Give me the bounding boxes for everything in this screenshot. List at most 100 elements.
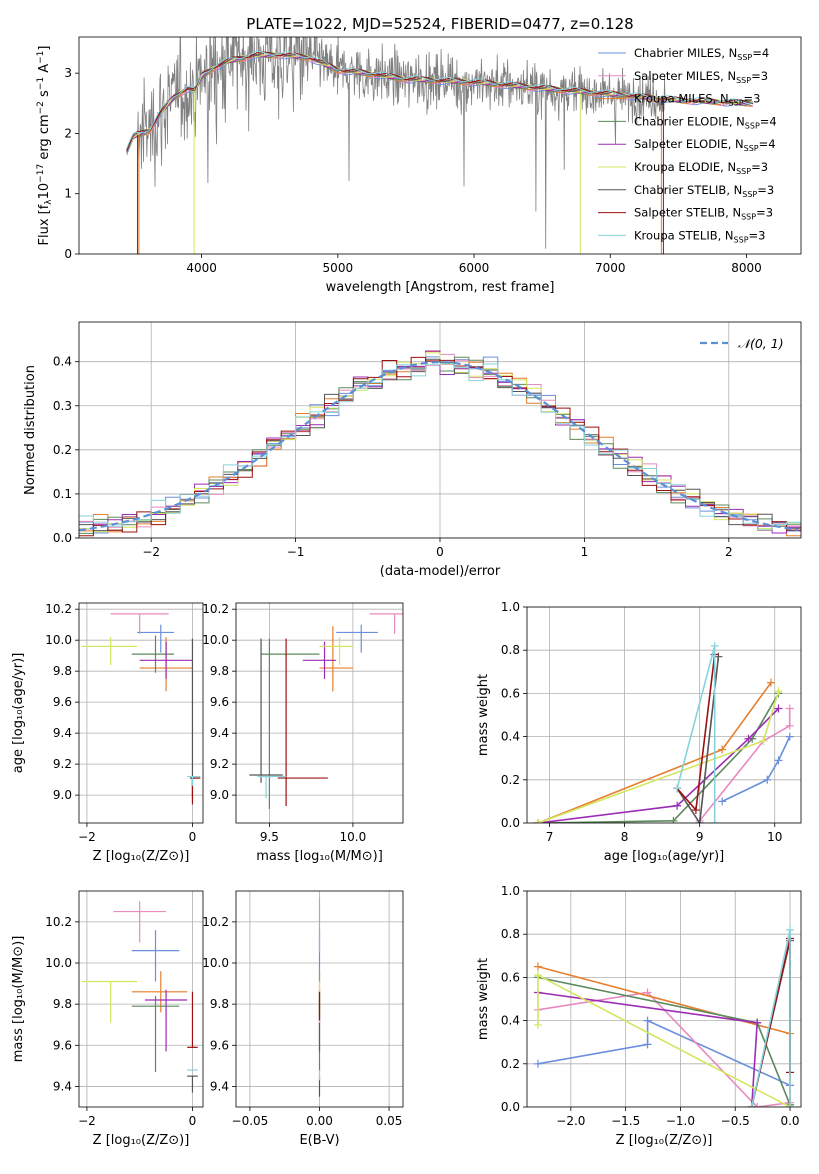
weight-marker — [533, 1020, 542, 1029]
errorbar-chabrier-miles — [137, 624, 174, 653]
y-tick-label: 10.0 — [45, 956, 72, 970]
weight-series-kroupa-elodie — [534, 687, 783, 823]
plot-area-mass_vs_Z — [79, 891, 203, 1107]
y-tick-label: 0.2 — [501, 773, 520, 787]
x-tick-label: 1 — [581, 545, 589, 559]
x-tick-label: 9 — [696, 830, 704, 844]
errorbar-kroupa-stelib — [187, 775, 201, 786]
model-spectrum-salpeter-miles — [126, 54, 753, 154]
weight-marker — [533, 1059, 542, 1068]
legend-entry: Chabrier MILES, NSSP=4 — [634, 46, 769, 62]
errorbar-salpeter-stelib — [277, 638, 328, 806]
errorbar-kroupa-elodie — [81, 980, 138, 1023]
weight-marker — [718, 745, 727, 754]
frame-residuals: −2 −1 0 1 2 0.0 0.1 0.2 0.3 0.4 (data-model)/error… — [23, 321, 802, 579]
hist-kroupa-stelib — [79, 363, 801, 531]
weight-marker — [695, 819, 704, 823]
weight-line — [721, 736, 791, 803]
weight-series-salpeter-stelib — [673, 650, 719, 815]
errorbar-chabrier-elodie — [131, 995, 180, 1073]
y-axis-label: Normed distribution — [23, 365, 38, 495]
y-tick-label: 10.2 — [45, 602, 72, 616]
plot-area-age_vs_Z — [79, 603, 203, 823]
frame-age_vs_Z: −2 0 9.0 9.2 9.4 9.6 9.8 10.0 10.2 Z [log₁₀(Z/Z⊙)… — [11, 602, 204, 864]
y-tick-label: 3 — [64, 66, 72, 80]
y-tick-label: 9.0 — [53, 788, 72, 802]
errorbar-kroupa-elodie — [319, 637, 353, 665]
model-spectrum-salpeter-elodie — [126, 52, 753, 152]
errorbar-kroupa-miles — [131, 971, 188, 1013]
weight-marker — [718, 797, 727, 806]
weight-marker — [673, 784, 682, 793]
plot-area-weight_vs_Z — [527, 891, 801, 1107]
axes-frame — [78, 890, 204, 1108]
plot-area-mass_vs_EBV — [236, 891, 403, 1107]
errorbar-chabrier-stelib — [187, 1075, 198, 1093]
weight-line — [537, 1019, 791, 1087]
frame-mass_vs_EBV: −0.05 0.00 0.05 9.4 9.6 9.8 10.0 10.2 E(B-V) — [202, 890, 404, 1148]
errorbar-salpeter-miles — [113, 901, 167, 943]
y-tick-label: 0.0 — [501, 1100, 520, 1114]
figure-title: PLATE=1022, MJD=52524, FIBERID=0477, z=0… — [246, 15, 633, 33]
errorbar-salpeter-elodie — [139, 641, 193, 679]
axes-residuals: −2 −1 0 1 2 0.0 0.1 0.2 0.3 0.4 (data-model)/error… — [23, 321, 802, 579]
errorbar-chabrier-miles — [336, 624, 378, 653]
errorbar-chabrier-stelib — [249, 638, 283, 783]
errorbar-chabrier-elodie — [261, 638, 320, 810]
x-axis-label: Z [log₁₀(Z/Z⊙)] — [93, 849, 190, 864]
y-axis-label: age [log₁₀(age/yr)] — [11, 653, 26, 774]
weight-marker — [786, 1103, 795, 1107]
weight-marker — [759, 736, 768, 745]
plot-area-weight_vs_age — [527, 607, 801, 823]
x-tick-label: 0 — [189, 1114, 197, 1128]
x-tick-label: 6000 — [459, 261, 490, 275]
y-tick-label: 9.4 — [53, 726, 72, 740]
weight-marker — [673, 801, 682, 810]
x-tick-label: 10.0 — [340, 830, 367, 844]
x-tick-label: 10 — [767, 830, 782, 844]
y-tick-label: 0.0 — [501, 816, 520, 830]
x-tick-label: −1 — [287, 545, 305, 559]
weight-line — [538, 682, 772, 823]
axes-frame — [235, 890, 404, 1108]
legend-entry: Kroupa ELODIE, NSSP=3 — [634, 160, 768, 176]
axes-mass_vs_EBV: −0.05 0.00 0.05 9.4 9.6 9.8 10.0 10.2 E(B-V) — [202, 890, 404, 1148]
weight-line — [676, 654, 716, 812]
weight-line — [537, 965, 791, 1105]
weight-marker — [669, 816, 678, 823]
frame-mass_vs_Z: −2 0 9.4 9.6 9.8 10.0 10.2 Z [log₁₀(Z/Z⊙)] mass … — [11, 890, 204, 1148]
axes-frame — [526, 890, 802, 1108]
x-tick-label: 0.05 — [376, 1114, 403, 1128]
y-tick-label: 9.4 — [210, 726, 229, 740]
y-tick-label: 0.2 — [501, 1057, 520, 1071]
weight-marker — [786, 925, 795, 934]
x-tick-label: 9.5 — [260, 830, 279, 844]
weight-line — [699, 708, 791, 822]
x-tick-label: 0.0 — [780, 1114, 799, 1128]
weight-series-chabrier-miles — [718, 732, 794, 806]
axes-frame — [78, 602, 204, 824]
weight-line — [538, 707, 780, 823]
x-tick-label: 0.00 — [306, 1114, 333, 1128]
y-tick-label: 9.4 — [53, 1079, 72, 1093]
y-tick-label: 10.2 — [45, 915, 72, 929]
y-axis-label: Flux [fλ10−17 erg cm−2 s−1 A−1] — [36, 46, 54, 246]
y-tick-label: 10.2 — [202, 602, 229, 616]
y-tick-label: 9.6 — [210, 695, 229, 709]
x-axis-label: Z [log₁₀(Z/Z⊙)] — [93, 1133, 190, 1148]
y-tick-label: 9.6 — [210, 1038, 229, 1052]
weight-marker — [747, 1103, 756, 1107]
y-tick-label: 0.4 — [501, 1014, 520, 1028]
frame-weight_vs_age: 7 8 9 10 0.0 0.2 0.4 0.6 0.8 1.0 age [log₁₀(age/yr… — [476, 600, 802, 864]
legend-entry: Kroupa MILES, NSSP=3 — [634, 92, 760, 108]
frame-weight_vs_Z: −2.0 −1.5 −1.0 −0.5 0.0 0.0 0.2 0.4 0.6 0.8 1.0 Z [… — [476, 884, 802, 1148]
y-tick-label: 9.8 — [210, 997, 229, 1011]
y-tick-label: 9.4 — [210, 1079, 229, 1093]
weight-marker — [643, 1016, 652, 1025]
y-axis-label: mass weight — [476, 958, 491, 1040]
y-tick-label: 9.8 — [53, 664, 72, 678]
weight-marker — [643, 1040, 652, 1049]
weight-marker — [785, 721, 794, 730]
weight-line — [537, 973, 791, 1107]
axes-frame — [78, 36, 802, 255]
